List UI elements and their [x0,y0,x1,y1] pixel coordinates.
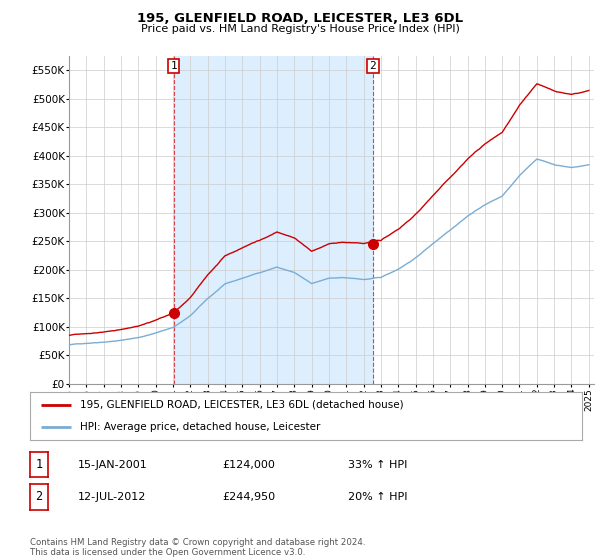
Text: HPI: Average price, detached house, Leicester: HPI: Average price, detached house, Leic… [80,422,320,432]
Text: 15-JAN-2001: 15-JAN-2001 [78,460,148,469]
Text: 1: 1 [170,61,177,71]
Bar [173,56,373,384]
Text: 2: 2 [35,491,43,503]
Text: £124,000: £124,000 [222,460,275,469]
Text: 2: 2 [370,61,376,71]
Text: Price paid vs. HM Land Registry's House Price Index (HPI): Price paid vs. HM Land Registry's House … [140,24,460,34]
Text: 195, GLENFIELD ROAD, LEICESTER, LE3 6DL (detached house): 195, GLENFIELD ROAD, LEICESTER, LE3 6DL … [80,400,403,410]
Text: 33% ↑ HPI: 33% ↑ HPI [348,460,407,469]
Text: 20% ↑ HPI: 20% ↑ HPI [348,492,407,502]
Text: 12-JUL-2012: 12-JUL-2012 [78,492,146,502]
Text: Contains HM Land Registry data © Crown copyright and database right 2024.
This d: Contains HM Land Registry data © Crown c… [30,538,365,557]
Text: 195, GLENFIELD ROAD, LEICESTER, LE3 6DL: 195, GLENFIELD ROAD, LEICESTER, LE3 6DL [137,12,463,25]
Text: 1: 1 [35,458,43,471]
Text: £244,950: £244,950 [222,492,275,502]
